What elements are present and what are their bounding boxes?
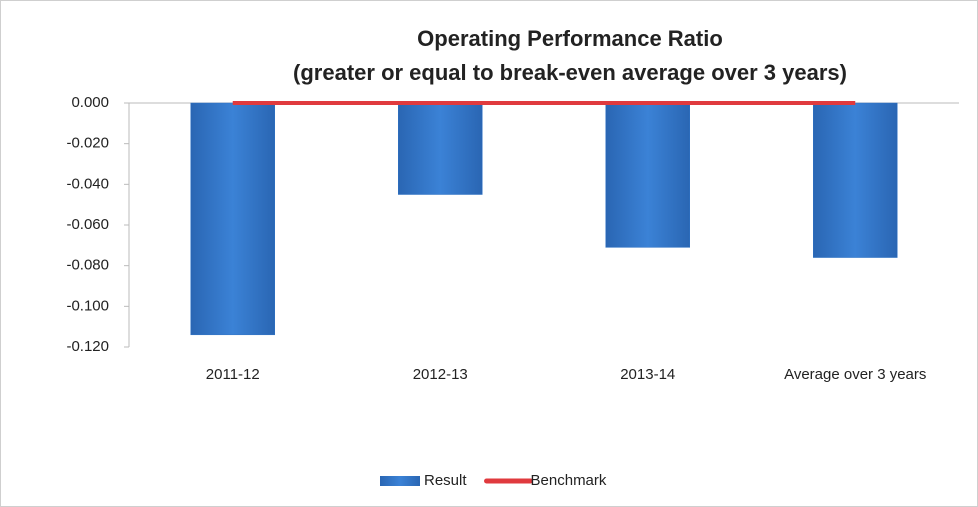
bar [398,102,483,195]
y-tick-label: -0.100 [66,297,109,314]
x-tick-label: 2013-14 [620,366,675,383]
y-tick-label: -0.080 [66,257,109,274]
y-tick-label: -0.060 [66,216,109,233]
bar [190,102,275,336]
bar [813,102,898,258]
y-tick-label: -0.040 [66,175,109,192]
x-tick-label: 2011-12 [206,366,260,383]
chart-title: Operating Performance Ratio [417,26,723,51]
legend-label: Result [424,472,467,489]
x-tick-label: Average over 3 years [784,366,926,383]
legend-label: Benchmark [531,472,607,489]
x-tick-label: 2012-13 [413,366,468,383]
y-tick-label: -0.020 [66,135,109,152]
y-tick-label: 0.000 [71,94,109,111]
chart-subtitle: (greater or equal to break-even average … [293,60,847,85]
bar [605,102,690,248]
y-tick-label: -0.120 [66,338,109,355]
legend-swatch [380,476,420,486]
